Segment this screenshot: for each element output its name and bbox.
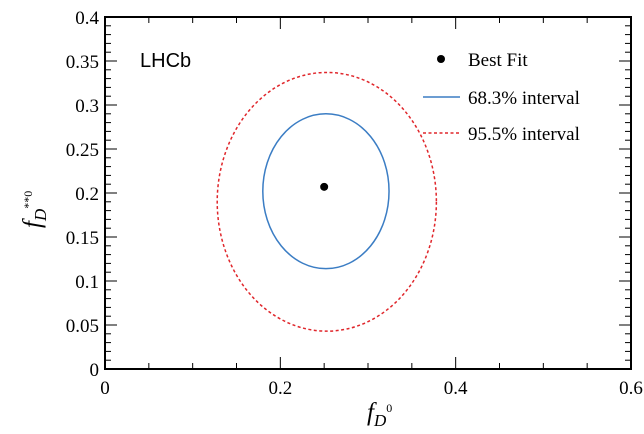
y-tick-label: 0.15 [66,228,99,249]
y-tick-label: 0.1 [75,272,99,293]
y-tick-label: 0.25 [66,140,99,161]
best-fit-point [320,182,329,191]
y-tick-label: 0.2 [75,184,99,205]
legend-best-fit-marker [437,55,445,63]
tick-labels: 0 0.2 0.4 0.6 0 0.05 0.1 0.15 0.2 0.25 0.3 0.35 0.4 [66,8,643,399]
x-tick-label: 0 [100,378,110,399]
y-tick-label: 0.35 [66,52,99,73]
contour-layer [216,71,438,332]
y-tick-label: 0.05 [66,316,99,337]
plot-frame [104,16,632,370]
legend-best-fit-label: Best Fit [468,50,528,71]
x-axis-label: fD0 [367,399,392,430]
x-tick-label: 0.2 [268,378,292,399]
legend-68-label: 68.3% interval [468,88,580,109]
x-tick-label: 0.4 [444,378,468,399]
y-tick-label: 0.4 [75,8,99,29]
y-tick-label: 0 [90,360,100,381]
y-axis-label: fD**0 [19,191,50,228]
contour-68-interval [262,113,390,270]
legend-95-label: 95.5% interval [468,124,580,145]
x-tick-label: 0.6 [619,378,643,399]
legend: Best Fit 68.3% interval 95.5% interval [423,50,580,145]
y-tick-label: 0.3 [75,96,99,117]
contour-95-interval [216,71,438,332]
experiment-label: LHCb [140,50,191,72]
